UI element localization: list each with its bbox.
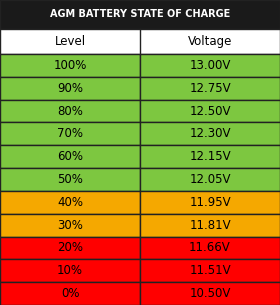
- Text: 10%: 10%: [57, 264, 83, 277]
- Bar: [140, 122, 280, 145]
- Text: 12.30V: 12.30V: [189, 127, 231, 140]
- Bar: [0, 168, 140, 191]
- Bar: [0, 100, 140, 122]
- Bar: [0, 259, 140, 282]
- Bar: [0, 237, 140, 259]
- Bar: [140, 191, 280, 214]
- Bar: [0, 29, 280, 54]
- Bar: [140, 54, 280, 77]
- Text: 0%: 0%: [61, 287, 79, 300]
- Text: 12.15V: 12.15V: [189, 150, 231, 163]
- Text: AGM BATTERY STATE OF CHARGE: AGM BATTERY STATE OF CHARGE: [50, 9, 230, 20]
- Bar: [140, 259, 280, 282]
- Text: 20%: 20%: [57, 242, 83, 254]
- Text: 13.00V: 13.00V: [189, 59, 231, 72]
- Bar: [140, 77, 280, 100]
- Text: 11.95V: 11.95V: [189, 196, 231, 209]
- Bar: [140, 214, 280, 237]
- Text: 90%: 90%: [57, 82, 83, 95]
- Text: 70%: 70%: [57, 127, 83, 140]
- Bar: [140, 168, 280, 191]
- Text: 60%: 60%: [57, 150, 83, 163]
- Bar: [140, 145, 280, 168]
- Bar: [0, 54, 140, 77]
- Text: 40%: 40%: [57, 196, 83, 209]
- Bar: [0, 122, 140, 145]
- Text: 12.50V: 12.50V: [189, 105, 231, 117]
- Text: 11.66V: 11.66V: [189, 242, 231, 254]
- Bar: [0, 77, 140, 100]
- Bar: [0, 145, 140, 168]
- Text: 30%: 30%: [57, 219, 83, 231]
- Text: 80%: 80%: [57, 105, 83, 117]
- Bar: [0, 0, 280, 29]
- Text: 12.05V: 12.05V: [189, 173, 231, 186]
- Text: 10.50V: 10.50V: [189, 287, 231, 300]
- Text: 50%: 50%: [57, 173, 83, 186]
- Bar: [0, 214, 140, 237]
- Bar: [0, 191, 140, 214]
- Text: Level: Level: [54, 35, 86, 48]
- Bar: [140, 237, 280, 259]
- Text: 11.51V: 11.51V: [189, 264, 231, 277]
- Bar: [140, 100, 280, 122]
- Text: 12.75V: 12.75V: [189, 82, 231, 95]
- Text: 100%: 100%: [53, 59, 87, 72]
- Bar: [0, 282, 140, 305]
- Text: Voltage: Voltage: [188, 35, 232, 48]
- Bar: [140, 282, 280, 305]
- Text: 11.81V: 11.81V: [189, 219, 231, 231]
